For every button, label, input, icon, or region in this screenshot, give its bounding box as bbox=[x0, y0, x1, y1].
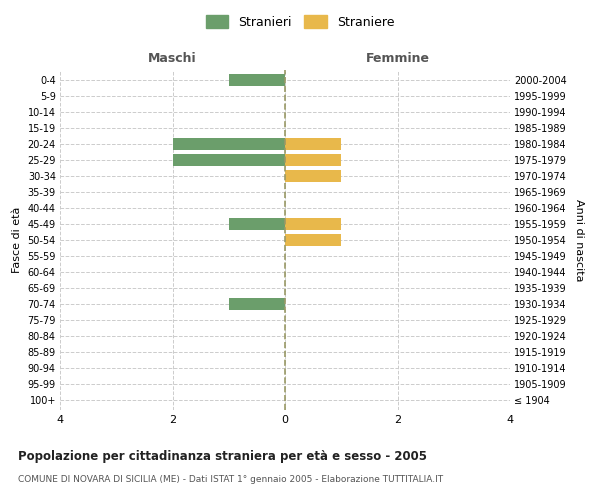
Bar bbox=[285, 218, 341, 230]
Bar bbox=[229, 298, 285, 310]
Text: Maschi: Maschi bbox=[148, 52, 197, 65]
Bar bbox=[229, 218, 285, 230]
Bar bbox=[173, 154, 285, 166]
Bar bbox=[285, 138, 341, 150]
Text: COMUNE DI NOVARA DI SICILIA (ME) - Dati ISTAT 1° gennaio 2005 - Elaborazione TUT: COMUNE DI NOVARA DI SICILIA (ME) - Dati … bbox=[18, 475, 443, 484]
Text: Popolazione per cittadinanza straniera per età e sesso - 2005: Popolazione per cittadinanza straniera p… bbox=[18, 450, 427, 463]
Bar bbox=[173, 138, 285, 150]
Y-axis label: Fasce di età: Fasce di età bbox=[12, 207, 22, 273]
Y-axis label: Anni di nascita: Anni di nascita bbox=[574, 198, 584, 281]
Bar bbox=[285, 234, 341, 246]
Bar bbox=[285, 154, 341, 166]
Text: Femmine: Femmine bbox=[365, 52, 430, 65]
Bar bbox=[285, 170, 341, 182]
Bar bbox=[229, 74, 285, 86]
Legend: Stranieri, Straniere: Stranieri, Straniere bbox=[202, 11, 398, 32]
